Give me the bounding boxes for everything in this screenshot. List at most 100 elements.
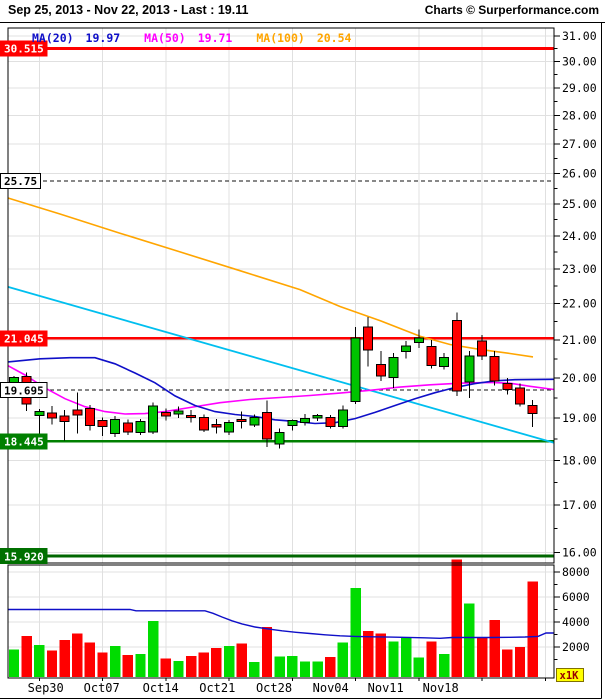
volume-bar: [8, 649, 20, 677]
ma20-label: MA(20): [32, 31, 74, 45]
candle: [34, 411, 45, 416]
ma100-label: MA(100): [256, 31, 305, 45]
candle: [439, 357, 450, 368]
price-tick-label: 28.00: [562, 108, 597, 122]
volume-bar: [46, 650, 58, 677]
volume-bar: [34, 645, 45, 677]
candle: [110, 418, 121, 434]
candle: [236, 418, 247, 422]
volume-bar: [110, 646, 121, 677]
price-tick-label: 31.00: [562, 29, 597, 43]
candle: [451, 320, 462, 392]
volume-bar: [476, 638, 488, 677]
x-axis-label: Oct07: [84, 681, 120, 695]
price-tick-label: 17.00: [562, 498, 597, 512]
volume-bar: [388, 641, 399, 677]
volume-bar: [426, 641, 437, 677]
candle: [135, 420, 146, 434]
candle: [388, 357, 399, 379]
ma50-line: [7, 364, 555, 415]
candle: [401, 345, 412, 353]
volume-bar: [464, 603, 475, 677]
volume-tick-label: 4000: [562, 615, 590, 629]
candle: [224, 421, 235, 433]
candle: [477, 340, 488, 357]
volume-bar: [527, 581, 538, 677]
level-label: 18.445: [4, 435, 44, 448]
volume-bar: [249, 662, 260, 677]
volume-ma-line: [8, 608, 554, 640]
price-tick-label: 24.00: [562, 229, 597, 243]
candle: [527, 405, 538, 415]
volume-bar: [502, 649, 513, 677]
volume-bar: [363, 630, 374, 678]
ma20-value: 19.97: [85, 31, 121, 45]
price-tick-label: 21.00: [562, 333, 597, 347]
x-axis-label: Nov18: [423, 681, 459, 695]
volume-unit-label: x1K: [560, 670, 580, 682]
volume-bar: [160, 658, 171, 678]
volume-bar: [325, 657, 336, 677]
candle: [160, 411, 171, 417]
price-tick-label: 23.00: [562, 262, 597, 276]
volume-bar: [173, 660, 184, 677]
date-range-title: Sep 25, 2013 - Nov 22, 2013 - Last : 19.…: [8, 3, 249, 17]
candle: [350, 337, 361, 402]
x-axis-label: Nov04: [313, 681, 349, 695]
candle: [72, 409, 83, 416]
volume-bar: [337, 642, 349, 677]
candle: [312, 415, 323, 419]
level-label: 15.920: [4, 550, 44, 563]
price-tick-label: 20.00: [562, 371, 597, 385]
candle: [249, 416, 260, 426]
volume-bar: [375, 633, 387, 678]
candle: [426, 345, 437, 366]
price-panel-border: [7, 27, 555, 564]
candle: [325, 416, 336, 427]
volume-bar: [401, 636, 412, 678]
volume-bar: [451, 559, 462, 677]
candle: [186, 414, 197, 418]
x-axis-label: Nov11: [368, 681, 404, 695]
ma100-value: 20.54: [316, 31, 352, 45]
candle: [84, 407, 95, 426]
candle: [148, 405, 159, 433]
volume-bar: [72, 633, 83, 677]
volume-bar: [97, 652, 108, 678]
level-label-box: [0, 330, 48, 347]
candle: [502, 383, 513, 391]
level-label: 21.045: [4, 333, 44, 346]
level-label: 30.515: [4, 43, 44, 56]
level-label: 19.695: [4, 384, 44, 397]
price-tick-label: 16.00: [562, 545, 597, 559]
price-tick-label: 19.00: [562, 411, 597, 425]
volume-bar: [261, 627, 273, 677]
candle: [413, 337, 424, 343]
volume-bar: [59, 639, 70, 677]
x-axis-label: Oct21: [199, 681, 235, 695]
candle: [274, 432, 285, 445]
candle: [262, 411, 272, 440]
volume-tick-label: 6000: [562, 590, 590, 604]
chart-credit: Charts © Surperformance.com: [424, 3, 599, 17]
trendline: [7, 286, 555, 444]
candle: [198, 416, 209, 431]
candle: [211, 423, 222, 428]
candle: [337, 409, 348, 427]
volume-bar: [223, 646, 235, 677]
x-axis-label: Oct28: [256, 681, 292, 695]
volume-bar: [185, 655, 197, 678]
volume-bar: [135, 654, 146, 677]
candle: [59, 415, 70, 422]
price-tick-label: 27.00: [562, 137, 597, 151]
candle: [515, 387, 525, 405]
candle: [464, 355, 475, 383]
volume-bar: [84, 642, 96, 677]
volume-bar: [438, 654, 450, 677]
volume-bar: [514, 647, 526, 677]
ma50-label: MA(50): [144, 31, 186, 45]
level-label-box: [0, 433, 48, 450]
candle: [299, 418, 310, 424]
